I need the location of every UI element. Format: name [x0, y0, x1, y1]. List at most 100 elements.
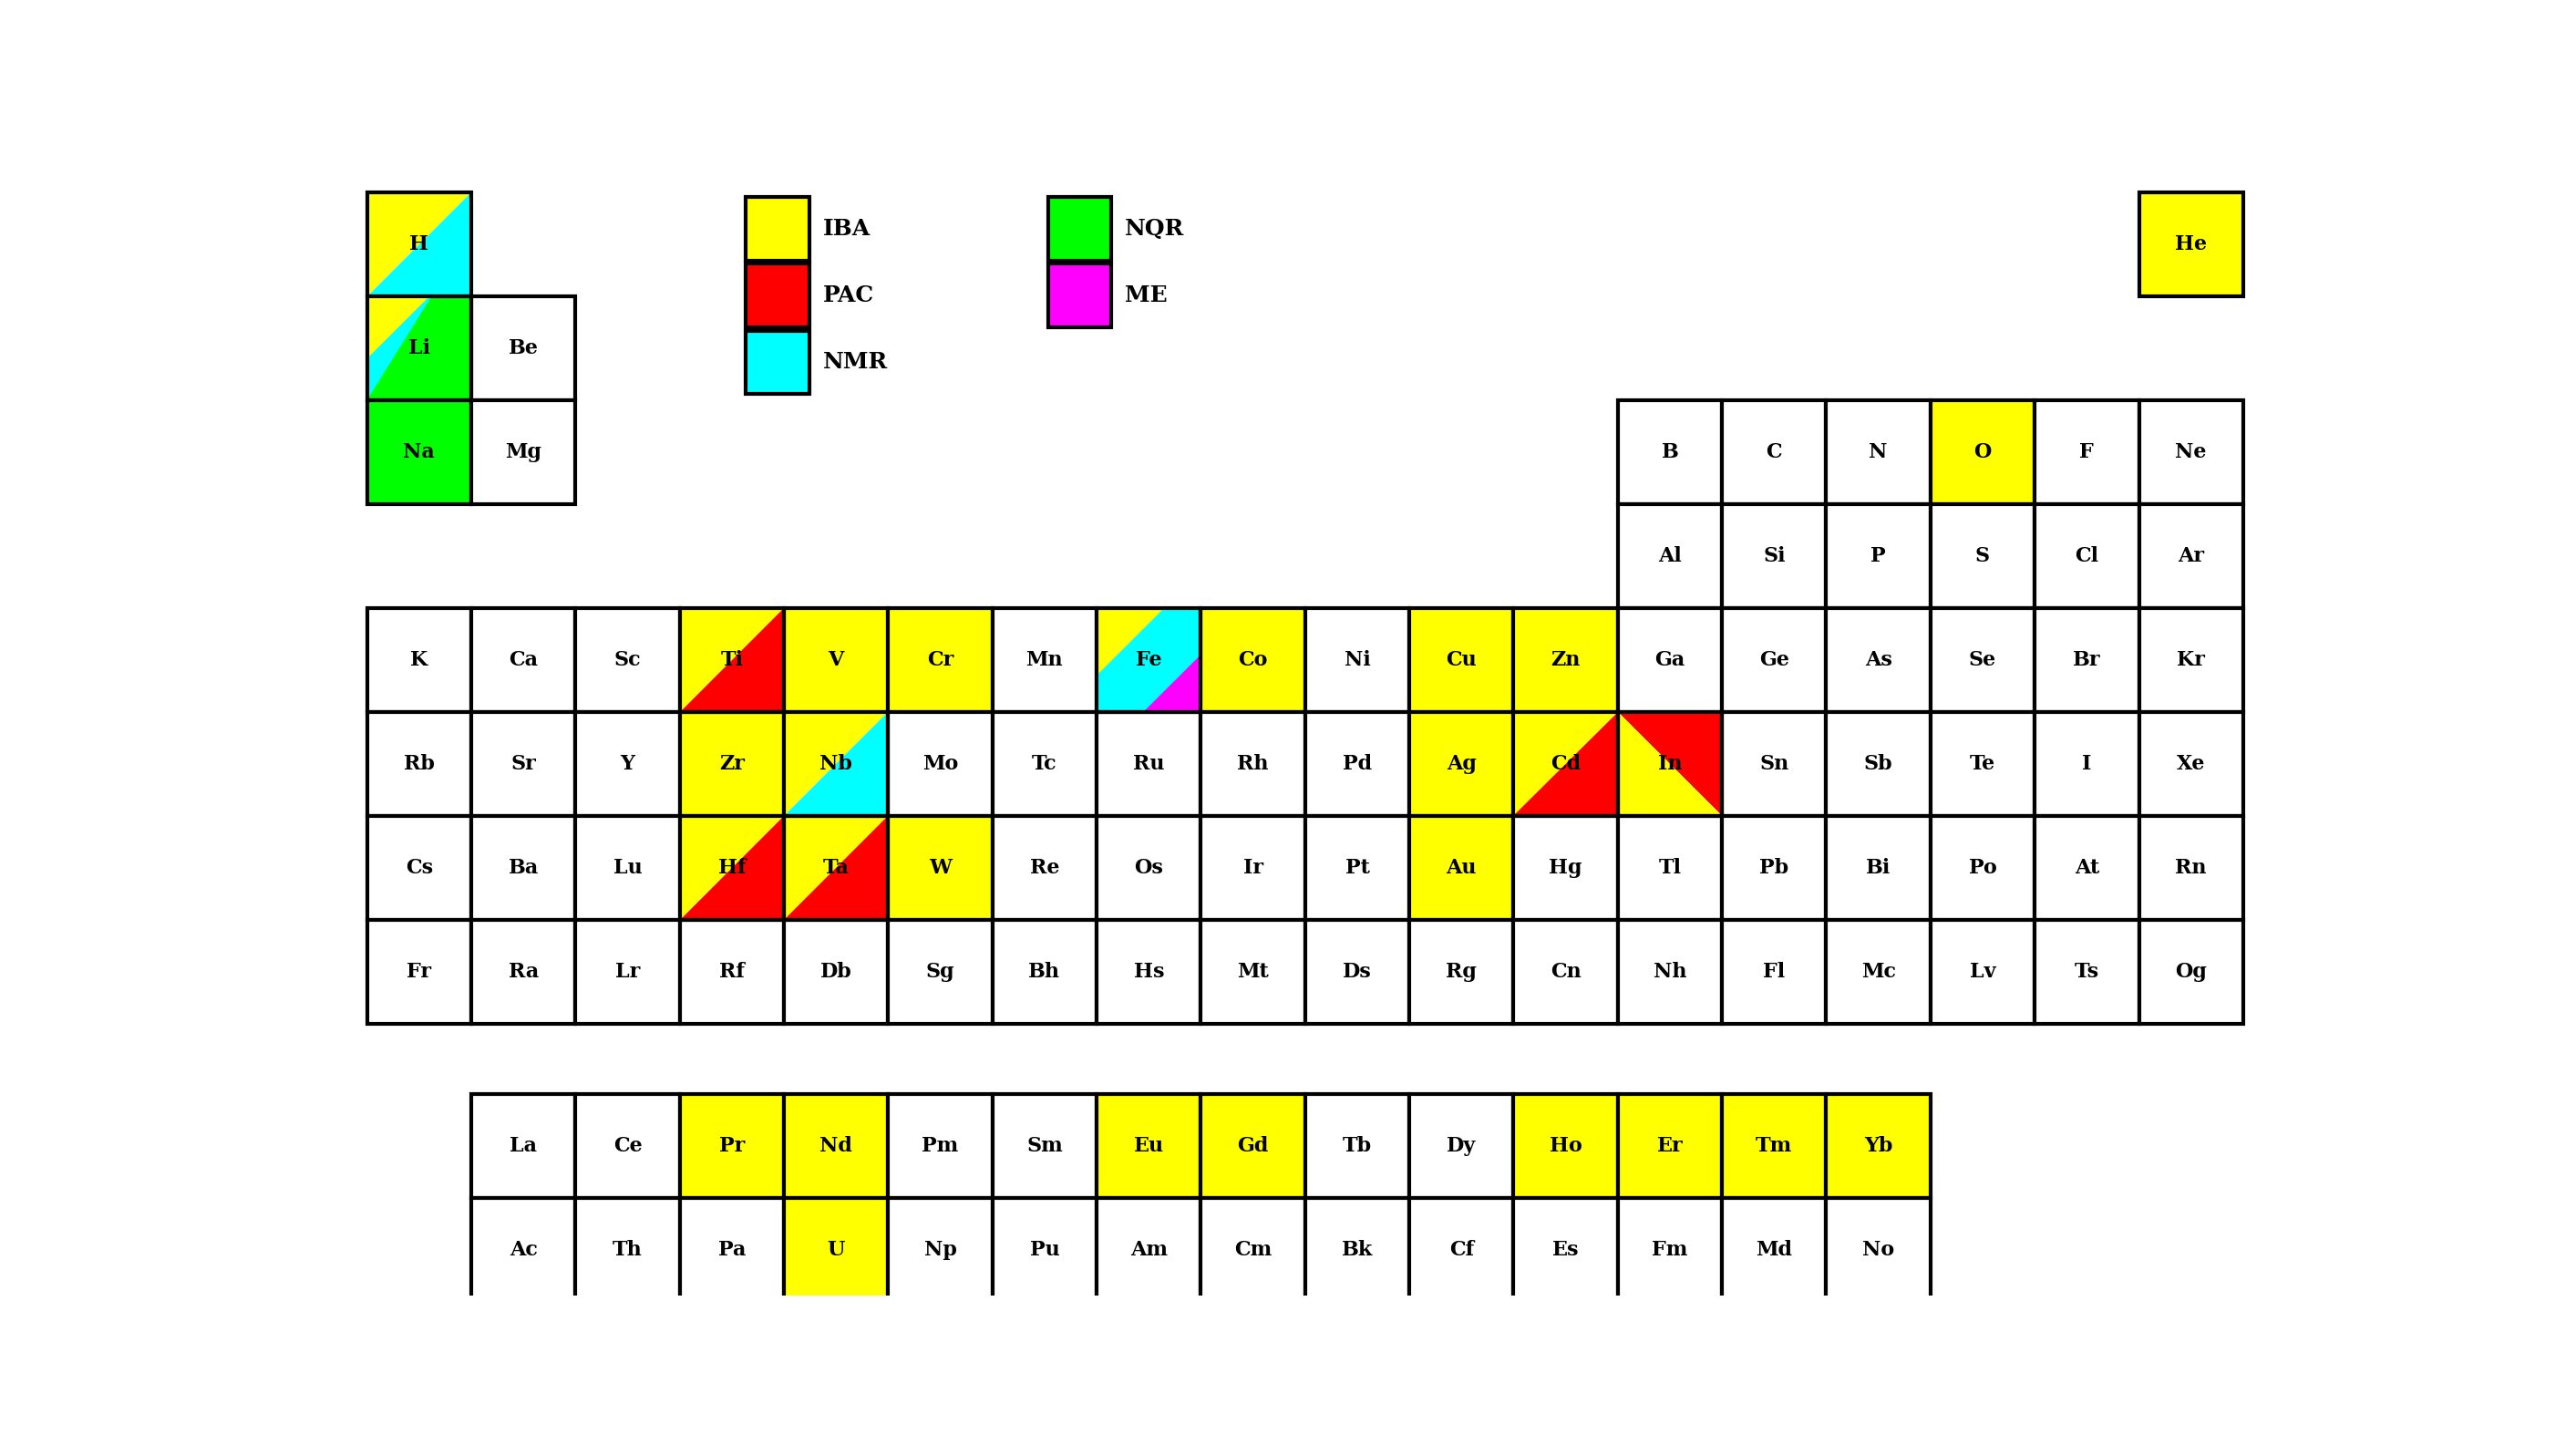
- Text: Os: Os: [1133, 858, 1164, 878]
- Bar: [1721, 1197, 1826, 1302]
- Bar: [1826, 607, 1929, 712]
- Text: At: At: [2074, 858, 2099, 878]
- Polygon shape: [680, 815, 783, 920]
- Bar: [1515, 607, 1618, 712]
- Text: Hs: Hs: [1133, 961, 1164, 981]
- Bar: [366, 296, 471, 400]
- Text: Ra: Ra: [507, 961, 538, 981]
- Bar: [1306, 712, 1409, 815]
- Text: Np: Np: [925, 1239, 956, 1259]
- Bar: [1929, 607, 2035, 712]
- Polygon shape: [680, 815, 783, 920]
- Text: As: As: [1865, 649, 1891, 670]
- Text: Ni: Ni: [1345, 649, 1370, 670]
- Bar: [889, 607, 992, 712]
- Polygon shape: [366, 192, 471, 296]
- Text: Og: Og: [2174, 961, 2208, 981]
- Polygon shape: [680, 607, 783, 712]
- Bar: [992, 712, 1097, 815]
- Polygon shape: [366, 296, 430, 358]
- Bar: [1306, 607, 1409, 712]
- Polygon shape: [783, 712, 889, 815]
- Text: No: No: [1862, 1239, 1893, 1259]
- Polygon shape: [1515, 712, 1618, 815]
- Text: Es: Es: [1553, 1239, 1579, 1259]
- Bar: [1721, 712, 1826, 815]
- Text: Sn: Sn: [1759, 754, 1788, 773]
- Bar: [1515, 815, 1618, 920]
- Bar: [889, 1093, 992, 1197]
- Text: Kr: Kr: [2177, 649, 2205, 670]
- Bar: [1826, 815, 1929, 920]
- Text: Y: Y: [621, 754, 634, 773]
- Text: Ne: Ne: [2174, 443, 2208, 462]
- Text: Cs: Cs: [404, 858, 433, 878]
- Text: Th: Th: [613, 1239, 641, 1259]
- Text: P: P: [1870, 546, 1886, 566]
- Bar: [1409, 1197, 1515, 1302]
- Polygon shape: [366, 296, 433, 400]
- Bar: [1929, 400, 2035, 504]
- Text: Ti: Ti: [721, 649, 744, 670]
- Bar: [889, 1197, 992, 1302]
- Bar: [574, 1197, 680, 1302]
- Bar: [1409, 1093, 1515, 1197]
- Bar: [471, 712, 574, 815]
- Text: Yb: Yb: [1865, 1136, 1893, 1156]
- Bar: [1826, 1093, 1929, 1197]
- Bar: [1097, 1197, 1200, 1302]
- Bar: [1048, 197, 1110, 261]
- Text: Mg: Mg: [505, 443, 541, 462]
- Text: V: V: [827, 649, 845, 670]
- Bar: [2035, 504, 2138, 607]
- Text: Mt: Mt: [1236, 961, 1270, 981]
- Text: Cl: Cl: [2076, 546, 2099, 566]
- Text: IBA: IBA: [824, 218, 871, 240]
- Text: W: W: [930, 858, 951, 878]
- Text: Pd: Pd: [1342, 754, 1373, 773]
- Bar: [2035, 815, 2138, 920]
- Text: Ir: Ir: [1244, 858, 1262, 878]
- Bar: [783, 1197, 889, 1302]
- Text: Rn: Rn: [2174, 858, 2208, 878]
- Bar: [1515, 1197, 1618, 1302]
- Text: N: N: [1870, 443, 1888, 462]
- Bar: [1409, 920, 1515, 1024]
- Bar: [2035, 607, 2138, 712]
- Text: Rg: Rg: [1445, 961, 1476, 981]
- Bar: [366, 400, 471, 504]
- Text: U: U: [827, 1239, 845, 1259]
- Text: Rh: Rh: [1236, 754, 1270, 773]
- Bar: [1721, 504, 1826, 607]
- Bar: [366, 712, 471, 815]
- Text: Rb: Rb: [404, 754, 435, 773]
- Bar: [1618, 1197, 1721, 1302]
- Bar: [783, 815, 889, 920]
- Bar: [2138, 712, 2244, 815]
- Bar: [574, 607, 680, 712]
- Text: Au: Au: [1445, 858, 1476, 878]
- Text: He: He: [2174, 234, 2208, 255]
- Text: Lu: Lu: [613, 858, 641, 878]
- Bar: [680, 1093, 783, 1197]
- Text: Ho: Ho: [1548, 1136, 1582, 1156]
- Text: O: O: [1973, 443, 1991, 462]
- Text: Mo: Mo: [922, 754, 958, 773]
- Bar: [1929, 712, 2035, 815]
- Bar: [680, 815, 783, 920]
- Bar: [1409, 712, 1515, 815]
- Text: Pu: Pu: [1030, 1239, 1059, 1259]
- Bar: [1306, 920, 1409, 1024]
- Text: Tc: Tc: [1033, 754, 1056, 773]
- Bar: [2138, 504, 2244, 607]
- Bar: [1721, 920, 1826, 1024]
- Polygon shape: [1515, 712, 1618, 815]
- Text: Ar: Ar: [2177, 546, 2205, 566]
- Text: Tb: Tb: [1342, 1136, 1373, 1156]
- Text: Ge: Ge: [1759, 649, 1790, 670]
- Text: Se: Se: [1968, 649, 1996, 670]
- Bar: [747, 264, 809, 328]
- Bar: [1826, 1197, 1929, 1302]
- Text: I: I: [2081, 754, 2092, 773]
- Bar: [1306, 815, 1409, 920]
